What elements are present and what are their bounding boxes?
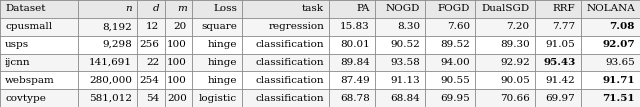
Text: 200: 200 <box>167 94 187 103</box>
Text: 68.78: 68.78 <box>340 94 370 103</box>
Text: 90.55: 90.55 <box>440 76 470 85</box>
Text: 581,012: 581,012 <box>89 94 132 103</box>
Text: DualSGD: DualSGD <box>482 4 530 13</box>
Text: 89.84: 89.84 <box>340 58 370 67</box>
Text: 7.60: 7.60 <box>447 22 470 31</box>
Text: 254: 254 <box>140 76 159 85</box>
Text: classification: classification <box>255 76 324 85</box>
Text: 92.07: 92.07 <box>602 40 635 49</box>
Text: classification: classification <box>255 58 324 67</box>
Text: task: task <box>302 4 324 13</box>
Text: 90.52: 90.52 <box>390 40 420 49</box>
Text: 100: 100 <box>167 76 187 85</box>
Text: 141,691: 141,691 <box>89 58 132 67</box>
Text: regression: regression <box>268 22 324 31</box>
Text: 93.65: 93.65 <box>605 58 635 67</box>
Text: square: square <box>202 22 237 31</box>
Text: NOLANA: NOLANA <box>586 4 635 13</box>
Text: 70.66: 70.66 <box>500 94 530 103</box>
Text: 68.84: 68.84 <box>390 94 420 103</box>
Text: 69.95: 69.95 <box>440 94 470 103</box>
Text: d: d <box>153 4 159 13</box>
Text: cpusmall: cpusmall <box>5 22 52 31</box>
Text: 91.05: 91.05 <box>546 40 575 49</box>
Text: covtype: covtype <box>5 94 46 103</box>
Bar <box>0 54 640 71</box>
Text: logistic: logistic <box>199 94 237 103</box>
Text: 100: 100 <box>167 58 187 67</box>
Text: 89.52: 89.52 <box>440 40 470 49</box>
Text: 91.42: 91.42 <box>546 76 575 85</box>
Text: 91.13: 91.13 <box>390 76 420 85</box>
Text: 8,192: 8,192 <box>102 22 132 31</box>
Bar <box>0 18 640 36</box>
Text: Dataset: Dataset <box>5 4 45 13</box>
Bar <box>0 89 640 107</box>
Text: n: n <box>125 4 132 13</box>
Text: 69.97: 69.97 <box>546 94 575 103</box>
Text: 80.01: 80.01 <box>340 40 370 49</box>
Text: hinge: hinge <box>207 40 237 49</box>
Text: m: m <box>177 4 187 13</box>
Text: 100: 100 <box>167 40 187 49</box>
Bar <box>0 0 640 18</box>
Text: 280,000: 280,000 <box>89 76 132 85</box>
Text: 7.08: 7.08 <box>609 22 635 31</box>
Text: 7.20: 7.20 <box>507 22 530 31</box>
Bar <box>0 36 640 54</box>
Text: Loss: Loss <box>213 4 237 13</box>
Text: usps: usps <box>5 40 29 49</box>
Text: 92.92: 92.92 <box>500 58 530 67</box>
Text: 54: 54 <box>146 94 159 103</box>
Bar <box>0 71 640 89</box>
Text: 89.30: 89.30 <box>500 40 530 49</box>
Text: 12: 12 <box>146 22 159 31</box>
Text: hinge: hinge <box>207 76 237 85</box>
Text: 256: 256 <box>140 40 159 49</box>
Text: 20: 20 <box>173 22 187 31</box>
Text: 95.43: 95.43 <box>543 58 575 67</box>
Text: 93.58: 93.58 <box>390 58 420 67</box>
Text: PA: PA <box>356 4 370 13</box>
Text: FOGD: FOGD <box>438 4 470 13</box>
Text: 15.83: 15.83 <box>340 22 370 31</box>
Text: 71.51: 71.51 <box>602 94 635 103</box>
Text: 94.00: 94.00 <box>440 58 470 67</box>
Text: ijcnn: ijcnn <box>5 58 31 67</box>
Text: NOGD: NOGD <box>386 4 420 13</box>
Text: RRF: RRF <box>553 4 575 13</box>
Text: classification: classification <box>255 94 324 103</box>
Text: 91.71: 91.71 <box>602 76 635 85</box>
Text: 9,298: 9,298 <box>102 40 132 49</box>
Text: 7.77: 7.77 <box>552 22 575 31</box>
Text: 8.30: 8.30 <box>397 22 420 31</box>
Text: hinge: hinge <box>207 58 237 67</box>
Text: classification: classification <box>255 40 324 49</box>
Text: 90.05: 90.05 <box>500 76 530 85</box>
Text: webspam: webspam <box>5 76 55 85</box>
Text: 87.49: 87.49 <box>340 76 370 85</box>
Text: 22: 22 <box>146 58 159 67</box>
